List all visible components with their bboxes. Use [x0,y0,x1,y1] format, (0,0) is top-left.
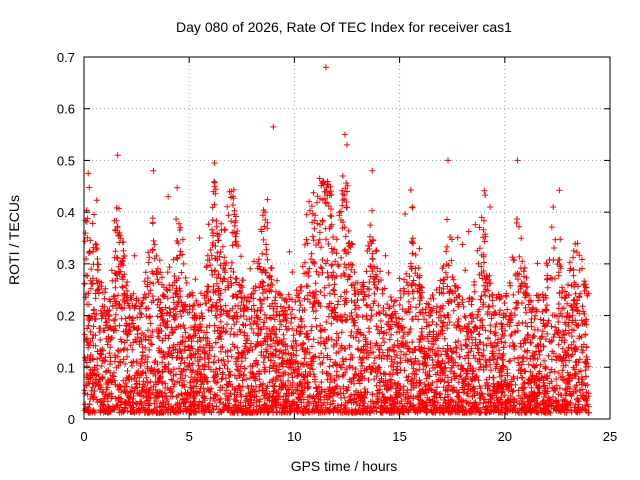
data-point [550,203,557,210]
y-tick-label: 0.1 [57,360,75,375]
y-tick-label: 0 [68,412,75,427]
data-point [478,214,485,221]
x-tick-label: 15 [392,429,406,444]
data-point [270,123,277,130]
data-point [165,193,172,200]
grid-lines [84,57,610,419]
data-point [514,157,521,164]
data-point [487,203,494,210]
data-point [261,209,268,216]
y-tick-label: 0.3 [57,257,75,272]
data-point [211,160,218,167]
data-point [228,188,235,195]
data-point [369,167,376,174]
data-point [114,152,121,159]
data-point [339,172,346,179]
x-axis-label: GPS time / hours [291,458,398,474]
y-tick-label: 0.7 [57,50,75,65]
x-tick-label: 25 [603,429,617,444]
axis-ticks: 0 5 10 15 20 25 0 0.1 0.2 0.3 0.4 0.5 0.6 0.7 [57,50,617,444]
data-point [322,64,329,71]
y-tick-label: 0.2 [57,309,75,324]
x-tick-label: 0 [80,429,87,444]
y-tick-label: 0.5 [57,153,75,168]
chart-title: Day 080 of 2026, Rate Of TEC Index for r… [176,19,512,35]
data-point [409,203,416,210]
data-point [85,170,92,177]
data-point [341,131,348,138]
y-tick-label: 0.4 [57,205,75,220]
data-point [444,157,451,164]
data-point [344,141,350,148]
point-cloud [81,178,592,416]
data-point [316,175,323,182]
x-tick-label: 20 [498,429,512,444]
data-point [150,167,157,174]
y-axis-label: ROTI / TECUs [6,195,22,285]
data-points [81,64,592,416]
x-tick-label: 10 [287,429,301,444]
y-tick-label: 0.6 [57,102,75,117]
x-tick-label: 5 [186,429,193,444]
plot-frame [83,56,611,420]
